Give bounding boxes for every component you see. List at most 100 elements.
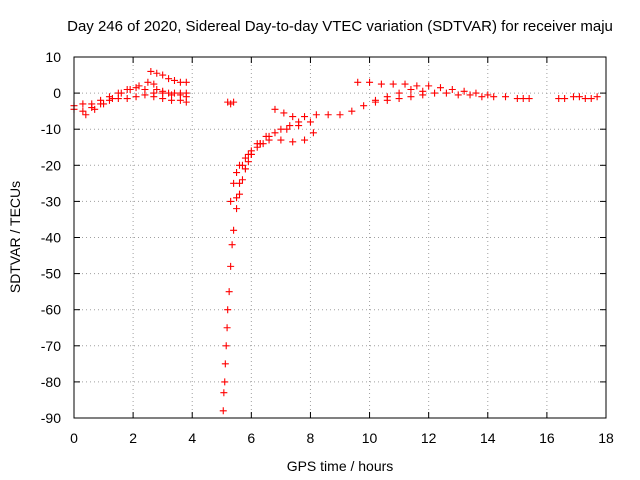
data-point bbox=[79, 107, 87, 115]
data-point bbox=[301, 113, 309, 121]
data-point bbox=[371, 96, 379, 104]
data-point bbox=[241, 165, 249, 173]
data-point bbox=[253, 140, 261, 148]
data-point bbox=[401, 80, 409, 88]
data-point bbox=[165, 89, 173, 97]
data-point bbox=[221, 378, 229, 386]
data-point bbox=[100, 100, 108, 108]
data-point bbox=[478, 93, 486, 101]
y-tick-label: -30 bbox=[41, 193, 61, 209]
series-late-tail-c bbox=[569, 93, 601, 103]
data-point bbox=[286, 122, 294, 130]
series-early-mid bbox=[70, 84, 190, 110]
x-tick-label: 14 bbox=[480, 430, 496, 446]
data-point bbox=[436, 84, 444, 92]
y-tick-label: -40 bbox=[41, 230, 61, 246]
data-point bbox=[223, 324, 231, 332]
data-point bbox=[413, 82, 421, 90]
data-point bbox=[271, 129, 279, 137]
data-point bbox=[244, 150, 252, 158]
x-tick-label: 0 bbox=[70, 430, 78, 446]
data-point bbox=[153, 69, 161, 77]
data-point bbox=[144, 78, 152, 86]
data-point bbox=[228, 241, 236, 249]
y-tick-label: -70 bbox=[41, 338, 61, 354]
data-point bbox=[123, 95, 131, 103]
data-point bbox=[150, 89, 158, 97]
data-point bbox=[366, 78, 374, 86]
data-point bbox=[132, 93, 140, 101]
data-point bbox=[454, 91, 462, 99]
data-point bbox=[593, 93, 601, 101]
x-tick-label: 18 bbox=[598, 430, 614, 446]
data-point bbox=[283, 125, 291, 133]
data-point bbox=[165, 75, 173, 83]
data-point bbox=[97, 96, 105, 104]
data-point bbox=[289, 113, 297, 121]
x-axis-label: GPS time / hours bbox=[287, 458, 394, 474]
y-tick-label: -60 bbox=[41, 302, 61, 318]
data-point bbox=[324, 111, 332, 119]
data-point bbox=[407, 93, 415, 101]
grid bbox=[73, 56, 607, 419]
data-point bbox=[484, 91, 492, 99]
data-point bbox=[295, 122, 303, 130]
data-point bbox=[219, 407, 227, 415]
series-early-high bbox=[82, 78, 158, 119]
x-tick-label: 10 bbox=[362, 430, 378, 446]
y-tick-label: -20 bbox=[41, 157, 61, 173]
data-point bbox=[79, 100, 87, 108]
data-point bbox=[182, 78, 190, 86]
data-point bbox=[490, 93, 498, 101]
data-point bbox=[221, 360, 229, 368]
series-dip-arm-a bbox=[227, 129, 317, 205]
y-tick-label: -90 bbox=[41, 410, 61, 426]
data-point bbox=[227, 197, 235, 205]
data-point bbox=[238, 176, 246, 184]
data-point bbox=[289, 138, 297, 146]
data-point bbox=[117, 89, 125, 97]
data-point bbox=[377, 80, 385, 88]
data-point bbox=[277, 125, 285, 133]
data-point bbox=[222, 342, 230, 350]
data-point bbox=[448, 85, 456, 93]
data-point bbox=[301, 136, 309, 144]
data-point bbox=[241, 154, 249, 162]
data-point bbox=[389, 80, 397, 88]
data-point bbox=[277, 136, 285, 144]
data-point bbox=[230, 226, 238, 234]
data-point bbox=[230, 98, 238, 106]
data-point bbox=[354, 78, 362, 86]
data-point bbox=[525, 95, 533, 103]
data-point bbox=[230, 179, 238, 187]
data-point bbox=[472, 89, 480, 97]
data-point bbox=[395, 89, 403, 97]
data-point bbox=[407, 85, 415, 93]
y-axis-label: SDTVAR / TECUs bbox=[7, 181, 23, 293]
series-dip-arm-b bbox=[233, 118, 303, 202]
data-point bbox=[141, 85, 149, 93]
data-point bbox=[147, 67, 155, 75]
x-tick-label: 4 bbox=[188, 430, 196, 446]
series-early-arc bbox=[147, 67, 190, 86]
x-tick-label: 8 bbox=[307, 430, 315, 446]
x-tick-label: 12 bbox=[421, 430, 437, 446]
data-point bbox=[519, 95, 527, 103]
data-point bbox=[587, 95, 595, 103]
data-point bbox=[309, 129, 317, 137]
data-point bbox=[575, 93, 583, 101]
data-point bbox=[306, 118, 314, 126]
data-point bbox=[159, 87, 167, 95]
y-tick-label: 10 bbox=[45, 49, 61, 65]
data-point bbox=[170, 89, 178, 97]
data-point bbox=[153, 85, 161, 93]
data-point bbox=[108, 95, 116, 103]
data-point bbox=[262, 132, 270, 140]
data-point bbox=[360, 102, 368, 110]
axis-ticks: 0 2 4 6 8 10 12 14 16 18 10 0 -10 -20 -30 -40 -50 -60 -70 -… bbox=[41, 49, 614, 446]
x-tick-label: 2 bbox=[129, 430, 137, 446]
series-late-mid bbox=[371, 85, 510, 104]
y-tick-label: -10 bbox=[41, 121, 61, 137]
data-point bbox=[502, 93, 510, 101]
data-point bbox=[182, 89, 190, 97]
